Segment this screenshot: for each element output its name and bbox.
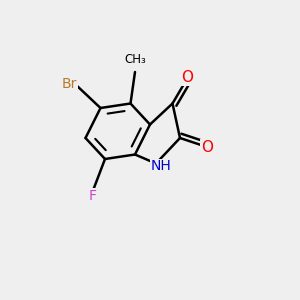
Text: NH: NH [151,160,172,173]
Text: O: O [182,70,194,86]
Text: F: F [89,189,97,203]
Text: Br: Br [61,77,77,91]
Text: O: O [201,140,213,154]
Text: CH₃: CH₃ [124,53,146,66]
